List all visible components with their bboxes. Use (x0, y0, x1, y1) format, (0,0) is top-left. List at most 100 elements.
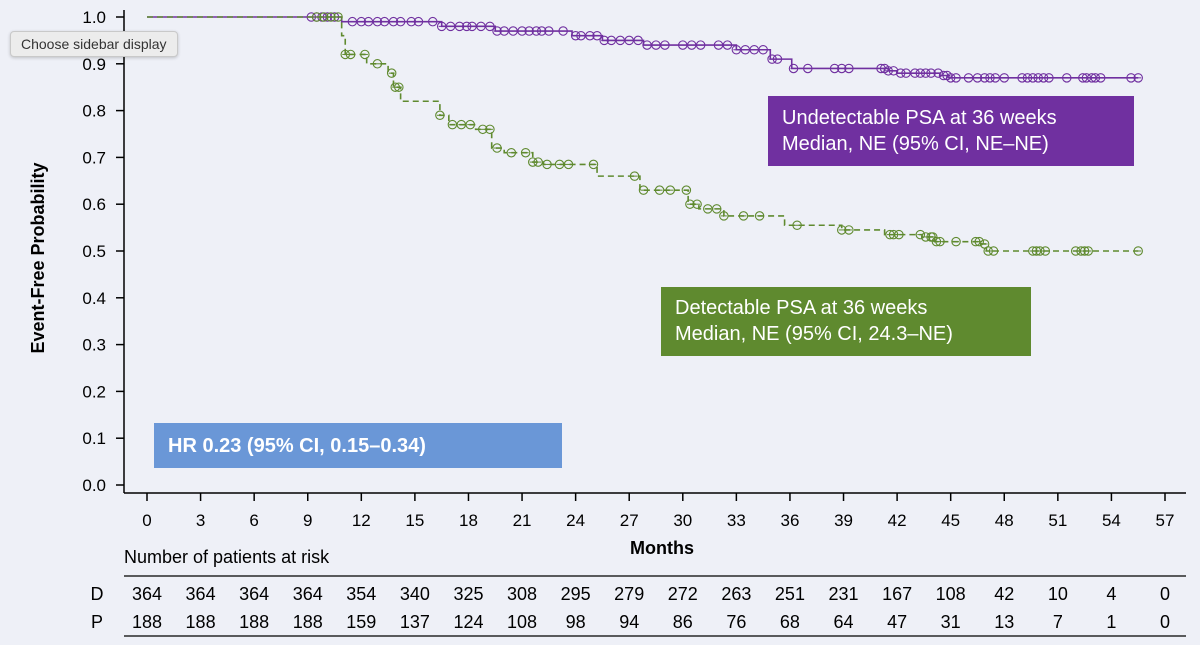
y-tick-label: 1.0 (82, 8, 106, 27)
risk-cell: 272 (668, 584, 698, 604)
undetectable-censor-mark (844, 63, 854, 74)
risk-cell: 364 (132, 584, 162, 604)
detectable-censor-mark (988, 246, 999, 256)
risk-cell: 0 (1160, 612, 1170, 632)
detectable-censor-mark (1083, 246, 1093, 256)
risk-cell: 364 (239, 584, 269, 604)
detectable-censor-mark (533, 157, 543, 167)
risk-cell: 42 (994, 584, 1014, 604)
risk-cell: 167 (882, 584, 912, 604)
detectable-censor-mark (894, 229, 904, 240)
detectable-censor-mark (542, 159, 552, 170)
risk-cell: 10 (1048, 584, 1068, 604)
detectable-censor-mark (692, 199, 702, 209)
risk-cell: 124 (453, 612, 483, 632)
risk-cell: 0 (1160, 584, 1170, 604)
y-tick-label: 0.8 (82, 102, 106, 121)
risk-cell: 137 (400, 612, 430, 632)
detectable-censor-mark (935, 236, 945, 247)
risk-cell: 7 (1053, 612, 1063, 632)
risk-cell: 188 (239, 612, 269, 632)
detectable-censor-mark (520, 147, 531, 158)
risk-cell: 354 (346, 584, 376, 604)
detectable-censor-mark (792, 220, 802, 231)
x-tick-label: 15 (405, 511, 424, 530)
hazard-ratio-box: HR 0.23 (95% CI, 0.15–0.34) (154, 423, 562, 468)
x-tick-label: 30 (673, 511, 692, 530)
risk-row-label-d: D (91, 584, 104, 604)
x-tick-label: 0 (142, 511, 151, 530)
undetectable-censor-mark (772, 54, 783, 64)
undetectable-censor-mark (413, 16, 424, 27)
undetectable-label-box: Undetectable PSA at 36 weeks Median, NE … (768, 96, 1134, 166)
risk-table-title: Number of patients at risk (124, 547, 330, 567)
undetectable-censor-mark (428, 16, 438, 27)
risk-cell: 94 (619, 612, 639, 632)
detectable-censor-mark (681, 185, 692, 195)
detectable-censor-mark (1133, 246, 1143, 256)
x-tick-label: 42 (888, 511, 907, 530)
detectable-censor-mark (638, 185, 649, 195)
detectable-censor-mark (372, 59, 383, 69)
risk-row-label-p: P (91, 612, 103, 632)
undetectable-censor-mark (1062, 73, 1072, 83)
y-tick-label: 0.6 (82, 195, 106, 214)
risk-cell: 308 (507, 584, 537, 604)
detectable-censor-mark (951, 236, 961, 247)
risk-cell: 31 (941, 612, 961, 632)
y-axis-title: Event-Free Probability (28, 162, 48, 353)
undetectable-censor-mark (695, 40, 706, 50)
detectable-censor-mark (974, 236, 985, 247)
detectable-censor-mark (465, 119, 476, 130)
undetectable-censor-mark (544, 26, 554, 36)
x-tick-label: 33 (727, 511, 746, 530)
detectable-censor-mark (1040, 246, 1051, 256)
detectable-label-line2: Median, NE (95% CI, 24.3–NE) (675, 323, 953, 345)
undetectable-censor-mark (788, 63, 799, 74)
risk-cell: 159 (346, 612, 376, 632)
risk-cell: 231 (829, 584, 859, 604)
detectable-label-line1: Detectable PSA at 36 weeks (675, 297, 928, 319)
risk-cell: 279 (614, 584, 644, 604)
x-tick-label: 21 (513, 511, 532, 530)
y-tick-label: 0.3 (82, 336, 106, 355)
x-tick-label: 6 (249, 511, 258, 530)
x-tick-label: 9 (303, 511, 312, 530)
undetectable-censor-mark (1095, 73, 1106, 83)
x-tick-label: 3 (196, 511, 205, 530)
y-tick-label: 0.0 (82, 476, 106, 495)
y-tick-label: 0.7 (82, 148, 106, 167)
detectable-censor-mark (738, 211, 749, 221)
x-tick-label: 36 (780, 511, 799, 530)
undetectable-censor-mark (888, 66, 899, 76)
risk-cell: 47 (887, 612, 907, 632)
undetectable-label-line1: Undetectable PSA at 36 weeks (782, 107, 1057, 129)
undetectable-censor-mark (722, 40, 733, 50)
undetectable-censor-mark (660, 40, 670, 50)
detectable-label-box: Detectable PSA at 36 weeks Median, NE (9… (661, 287, 1031, 356)
x-axis-title: Months (630, 538, 694, 558)
detectable-censor-mark (665, 185, 676, 195)
risk-cell: 251 (775, 584, 805, 604)
hazard-ratio-text: HR 0.23 (95% CI, 0.15–0.34) (168, 435, 426, 457)
risk-cell: 1 (1106, 612, 1116, 632)
risk-cell: 86 (673, 612, 693, 632)
undetectable-censor-mark (558, 26, 568, 36)
x-tick-label: 12 (352, 511, 371, 530)
y-tick-label: 0.9 (82, 55, 106, 74)
risk-cell: 188 (132, 612, 162, 632)
undetectable-censor-mark (633, 35, 643, 46)
undetectable-censor-mark (1044, 73, 1054, 83)
detectable-censor-mark (435, 110, 445, 121)
undetectable-censor-mark (951, 73, 961, 83)
detectable-censor-mark (915, 229, 926, 240)
detectable-censor-mark (711, 204, 722, 214)
x-tick-label: 48 (995, 511, 1014, 530)
detectable-censor-mark (563, 159, 574, 170)
detectable-censor-mark (844, 225, 854, 235)
risk-cell: 68 (780, 612, 800, 632)
detectable-censor-mark (629, 171, 640, 181)
x-tick-label: 45 (941, 511, 960, 530)
sidebar-tooltip: Choose sidebar display (10, 31, 178, 57)
